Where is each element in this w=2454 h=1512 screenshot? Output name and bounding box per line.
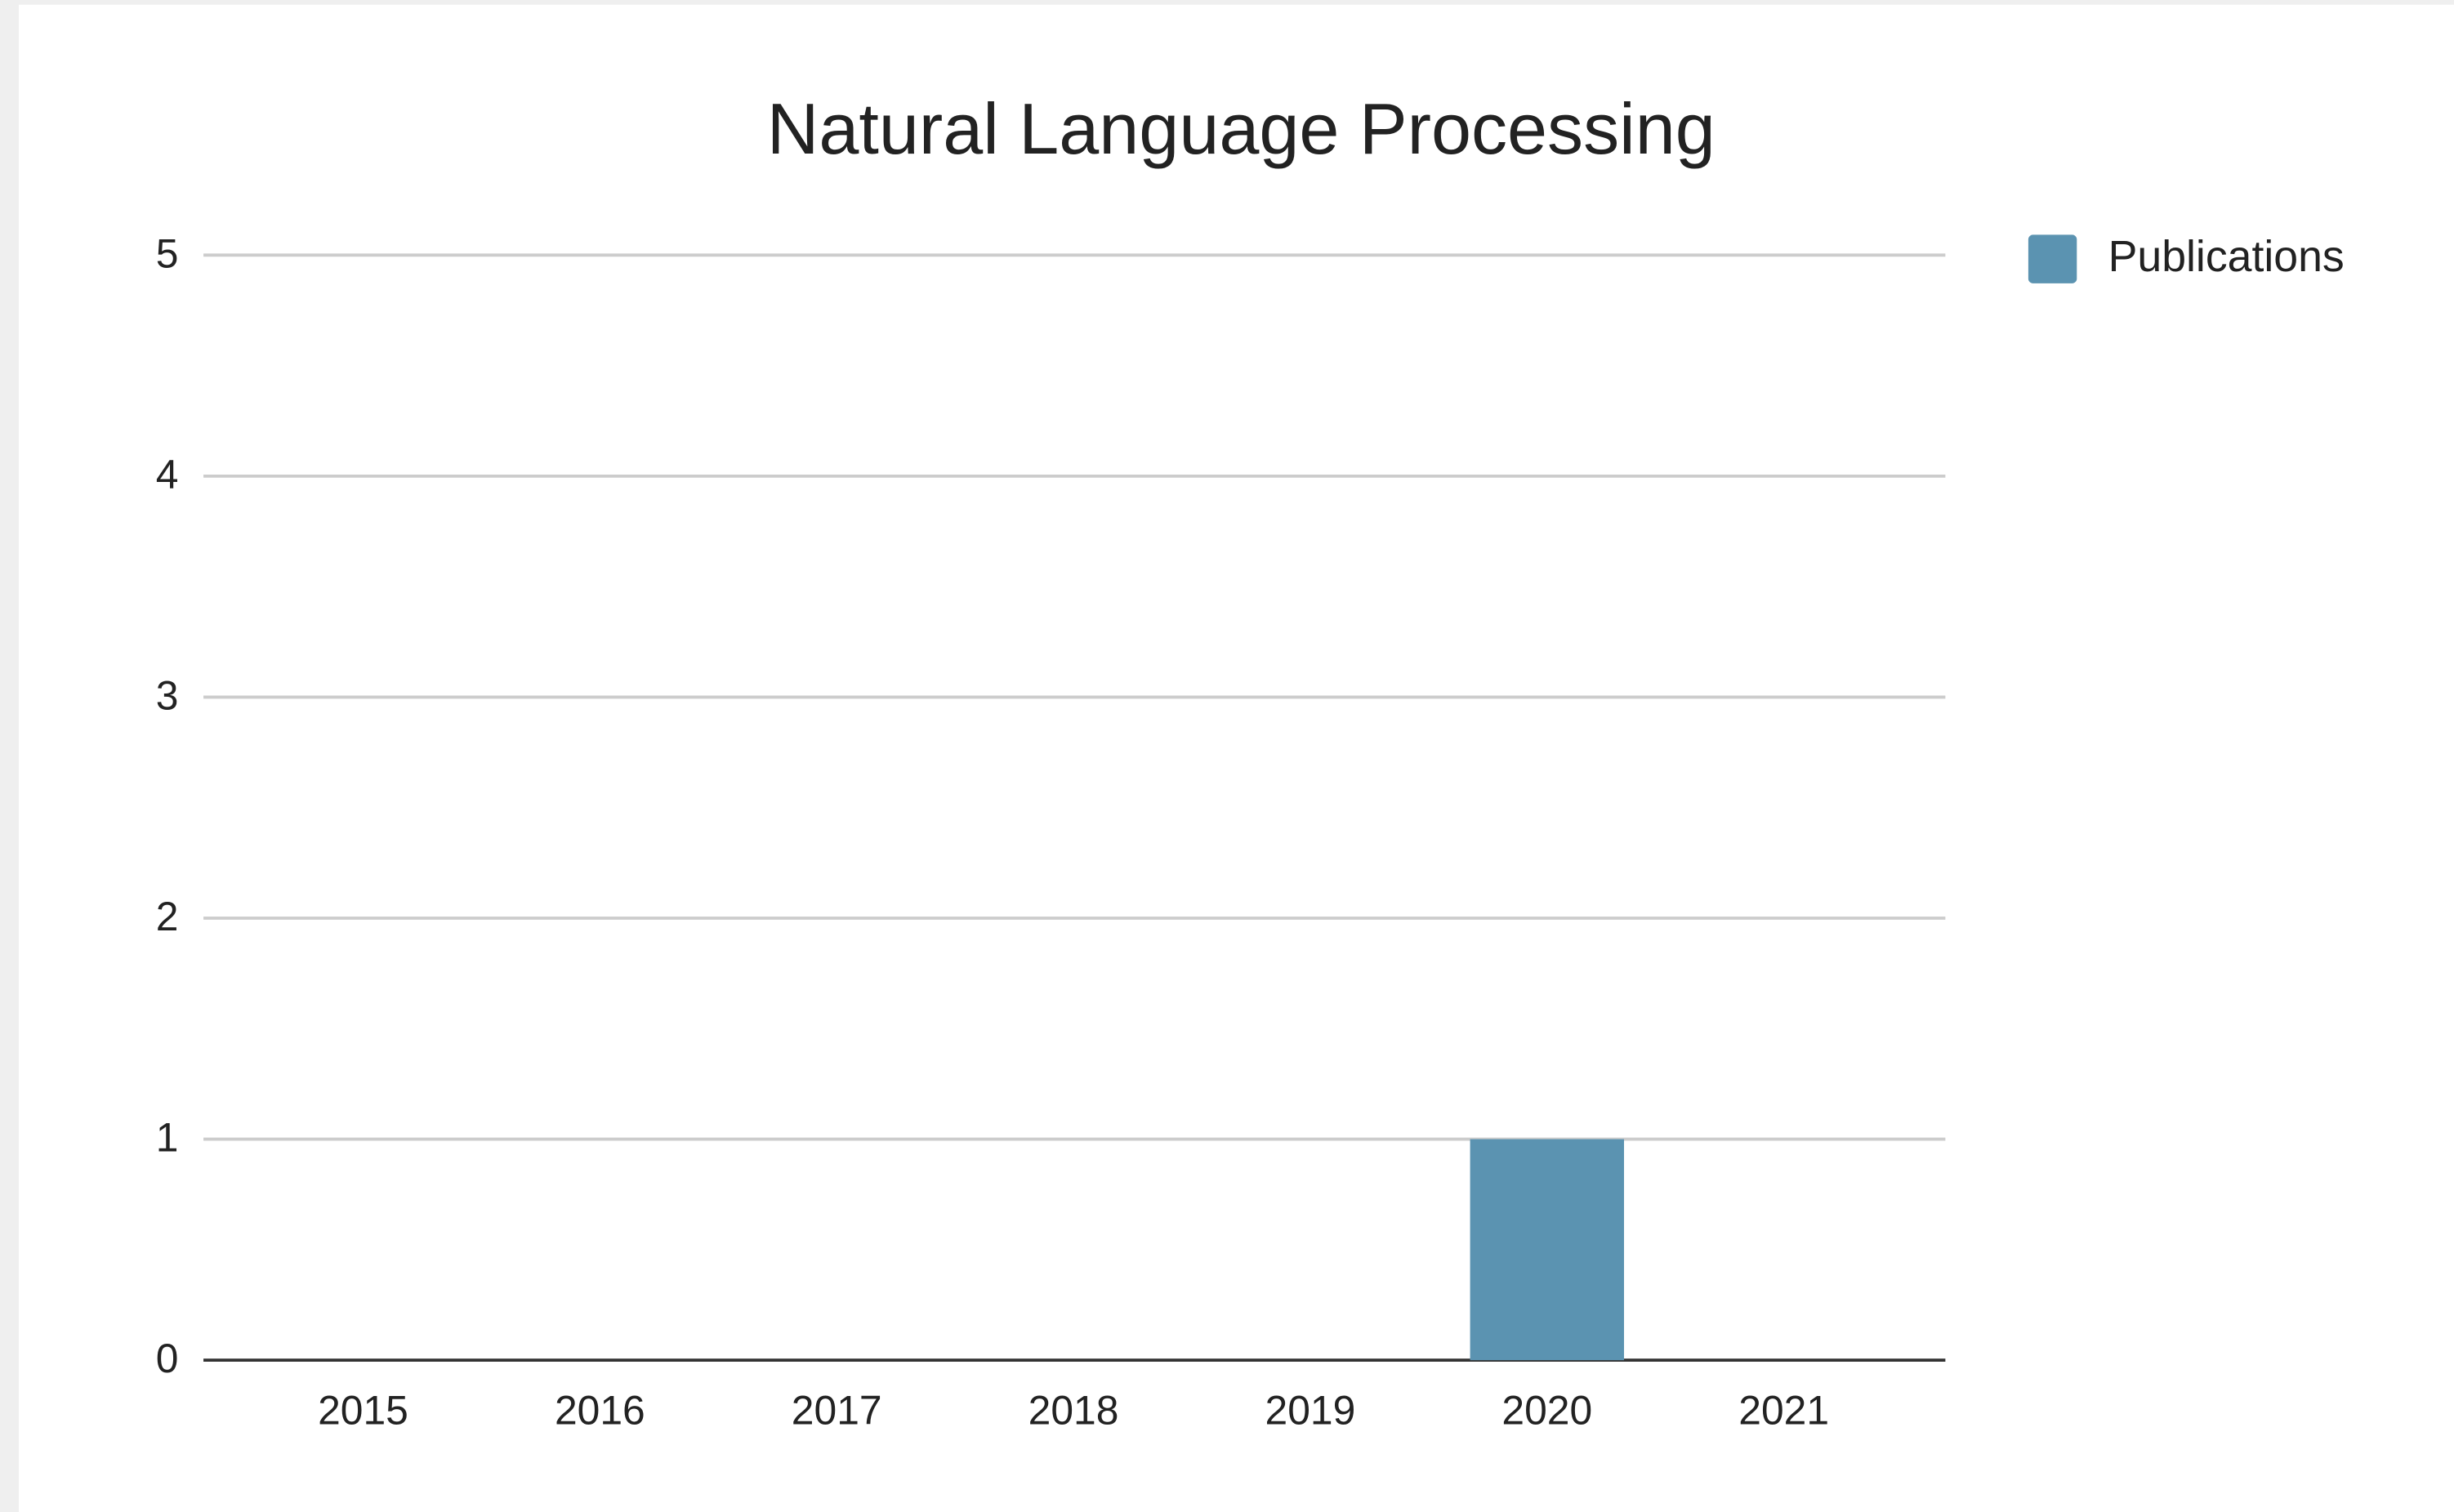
x-tick-label: 2015	[318, 1387, 408, 1433]
y-tick-label: 1	[156, 1115, 179, 1161]
legend-swatch	[2028, 234, 2077, 283]
bar	[1470, 1139, 1624, 1361]
y-tick-label: 3	[156, 673, 179, 719]
y-tick-label: 2	[156, 894, 179, 939]
x-tick-label: 2017	[792, 1387, 882, 1433]
legend-label: Publications	[2108, 232, 2345, 281]
x-tick-label: 2018	[1028, 1387, 1119, 1433]
y-tick-label: 4	[156, 452, 179, 497]
y-tick-label: 0	[156, 1336, 179, 1381]
chart-card	[18, 4, 2454, 1512]
y-tick-label: 5	[156, 230, 179, 276]
x-tick-label: 2019	[1265, 1387, 1356, 1433]
x-tick-label: 2020	[1501, 1387, 1592, 1433]
x-tick-label: 2016	[555, 1387, 645, 1433]
x-tick-label: 2021	[1738, 1387, 1829, 1433]
chart-title: Natural Language Processing	[767, 88, 1716, 169]
